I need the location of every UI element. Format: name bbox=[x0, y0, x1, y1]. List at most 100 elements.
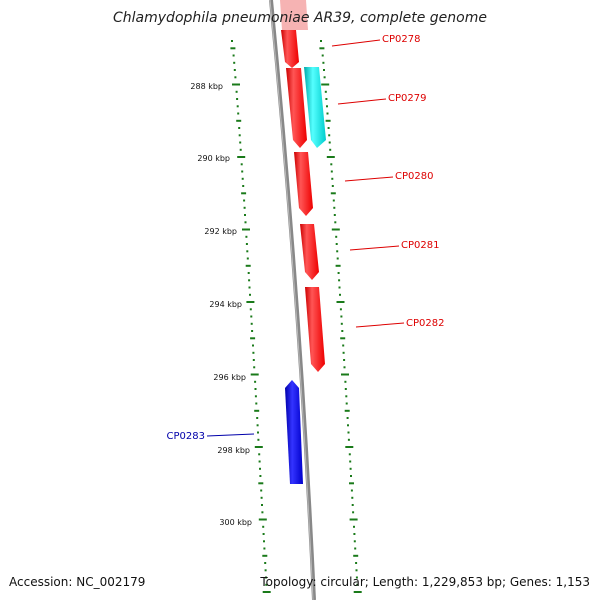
tick-mark bbox=[330, 192, 336, 195]
tick-label: 296 kbp bbox=[213, 373, 246, 382]
tick-mark bbox=[332, 199, 335, 202]
tick-mark bbox=[342, 351, 345, 354]
tick-mark bbox=[349, 460, 352, 463]
tick-mark bbox=[263, 547, 266, 550]
tick-mark bbox=[241, 170, 244, 173]
tick-mark bbox=[251, 330, 254, 332]
tick-mark bbox=[245, 235, 248, 238]
tick-mark bbox=[356, 583, 359, 586]
tick-mark bbox=[255, 402, 258, 405]
genome-summary: Topology: circular; Length: 1,229,853 bp… bbox=[260, 575, 590, 589]
tick-mark bbox=[328, 141, 331, 144]
tick-mark bbox=[257, 438, 260, 441]
tick-mark bbox=[250, 315, 253, 318]
tick-mark bbox=[341, 330, 344, 332]
gene-label-CP0279[interactable]: CP0279 bbox=[388, 93, 426, 104]
tick-mark bbox=[243, 206, 246, 209]
tick-mark bbox=[244, 214, 246, 216]
tick-mark bbox=[345, 402, 348, 405]
gene-arrow-partial[interactable] bbox=[280, 0, 308, 30]
tick-mark bbox=[336, 257, 339, 260]
tick-mark bbox=[245, 243, 248, 245]
tick-mark bbox=[250, 322, 253, 325]
tick-mark bbox=[262, 525, 265, 528]
tick-mark bbox=[236, 105, 239, 108]
tick-mark bbox=[238, 127, 241, 129]
tick-mark bbox=[262, 533, 265, 535]
tick-mark bbox=[353, 540, 356, 543]
tick-mark bbox=[250, 337, 256, 340]
tick-mark bbox=[321, 54, 324, 57]
tick-mark bbox=[353, 525, 355, 528]
tick-mark bbox=[265, 583, 268, 586]
tick-mark bbox=[260, 489, 263, 492]
gene-arrow-CP0279[interactable] bbox=[286, 68, 307, 148]
tick-mark bbox=[244, 221, 247, 224]
tick-mark bbox=[331, 177, 334, 180]
tick-mark bbox=[335, 243, 338, 245]
tick-mark bbox=[258, 460, 261, 463]
gene-arrow-CP0282[interactable] bbox=[305, 287, 325, 372]
tick-mark bbox=[355, 569, 358, 572]
tick-mark bbox=[328, 134, 331, 137]
tick-mark bbox=[230, 47, 236, 50]
gene-label-CP0282[interactable]: CP0282 bbox=[406, 318, 444, 329]
tick-mark bbox=[252, 351, 255, 354]
gene-label-CP0278[interactable]: CP0278 bbox=[382, 34, 420, 45]
tick-mark bbox=[263, 540, 265, 543]
gene-arrow-CP0280[interactable] bbox=[294, 152, 313, 216]
tick-mark bbox=[319, 47, 325, 50]
tick-mark bbox=[254, 446, 263, 448]
tick-mark bbox=[265, 576, 267, 579]
tick-mark bbox=[353, 591, 362, 593]
tick-mark bbox=[231, 40, 233, 42]
tick-mark bbox=[353, 533, 356, 535]
tick-mark bbox=[232, 83, 240, 86]
tick-mark bbox=[253, 366, 256, 369]
tick-mark bbox=[326, 156, 335, 158]
tick-mark bbox=[236, 119, 242, 122]
gene-arrow-CP0283[interactable] bbox=[285, 380, 303, 484]
leader-line-CP0283 bbox=[206, 433, 255, 437]
leader-line-CP0279 bbox=[337, 98, 387, 105]
tick-mark bbox=[248, 286, 251, 289]
tick-mark bbox=[326, 105, 328, 108]
tick-mark bbox=[340, 315, 343, 318]
tick-mark bbox=[335, 264, 341, 267]
tick-mark bbox=[345, 446, 354, 448]
tick-label: 294 kbp bbox=[209, 300, 242, 309]
tick-mark bbox=[249, 308, 252, 311]
tick-mark bbox=[249, 293, 251, 296]
tick-mark bbox=[348, 453, 351, 456]
tick-mark bbox=[335, 235, 338, 238]
tick-mark bbox=[247, 272, 250, 274]
tick-mark bbox=[350, 475, 352, 477]
tick-mark bbox=[330, 163, 333, 166]
gene-label-CP0283[interactable]: CP0283 bbox=[167, 431, 205, 442]
tick-mark bbox=[349, 482, 354, 485]
tick-mark bbox=[254, 380, 257, 383]
tick-mark bbox=[237, 112, 240, 115]
tick-mark bbox=[341, 373, 349, 376]
tick-mark bbox=[323, 76, 326, 79]
tick-mark bbox=[246, 257, 249, 260]
tick-mark bbox=[257, 431, 259, 434]
tick-mark bbox=[264, 569, 267, 572]
gene-label-CP0281[interactable]: CP0281 bbox=[401, 240, 439, 251]
gene-arrow-CP0278[interactable] bbox=[281, 30, 299, 68]
tick-mark bbox=[232, 54, 235, 57]
tick-mark bbox=[351, 496, 354, 499]
tick-mark bbox=[241, 177, 244, 180]
tick-mark bbox=[258, 482, 264, 485]
tick-mark bbox=[258, 453, 261, 456]
leader-line-CP0282 bbox=[355, 322, 405, 328]
gene-label-CP0280[interactable]: CP0280 bbox=[395, 171, 433, 182]
tick-mark bbox=[333, 214, 336, 216]
tick-mark bbox=[355, 576, 358, 579]
gene-arrow-CP0281[interactable] bbox=[300, 224, 319, 280]
tick-mark bbox=[321, 83, 330, 86]
tick-mark bbox=[252, 344, 254, 347]
tick-mark bbox=[259, 475, 262, 477]
feature-arrow-cyan[interactable] bbox=[304, 67, 326, 148]
